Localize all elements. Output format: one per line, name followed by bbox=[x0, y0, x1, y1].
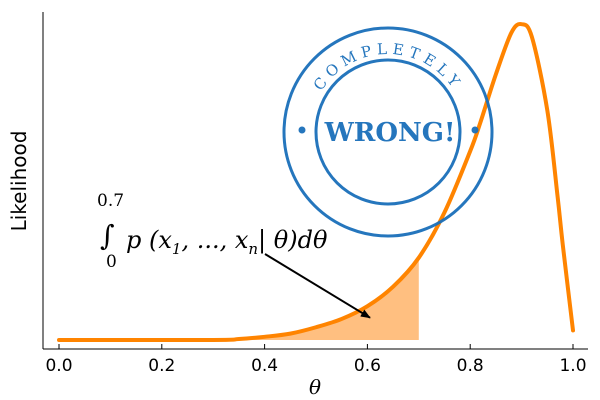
x-tick-label: 0.2 bbox=[148, 356, 175, 376]
integral-annotation: 0.7 ∫ 0 p (x1, ..., xn| θ)dθ bbox=[97, 191, 328, 272]
x-axis-label: θ bbox=[309, 375, 321, 399]
x-tick-label: 0.8 bbox=[457, 356, 484, 376]
x-tick-label: 0.0 bbox=[45, 356, 72, 376]
integral-upper-limit: 0.7 bbox=[97, 191, 124, 211]
x-axis-ticks: 0.0 0.2 0.4 0.6 0.8 1.0 bbox=[45, 344, 587, 376]
annotation-arrow bbox=[264, 253, 371, 319]
stamp-inner-ring bbox=[314, 58, 462, 206]
integrand-tail: | θ)dθ bbox=[258, 226, 328, 255]
integral-expression: p (x1, ..., xn| θ)dθ bbox=[126, 226, 328, 258]
stamp-outer-ring bbox=[282, 26, 494, 238]
subscript-first: 1 bbox=[172, 240, 182, 258]
integrand-middle: , ..., x bbox=[181, 226, 248, 254]
stamp-center-text: WRONG! bbox=[324, 118, 456, 148]
integral-lower-limit: 0 bbox=[106, 252, 117, 272]
stamp-right-dot bbox=[471, 126, 479, 134]
integral-sign: ∫ bbox=[100, 219, 115, 252]
likelihood-curve bbox=[57, 22, 575, 343]
stamp-left-dot bbox=[298, 126, 306, 134]
subscript-last: n bbox=[248, 240, 258, 258]
completely-wrong-stamp: COMPLETELY WRONG! bbox=[282, 26, 494, 238]
x-tick-label: 0.6 bbox=[354, 356, 381, 376]
integrand-start: p (x bbox=[126, 226, 172, 254]
x-tick-label: 0.4 bbox=[251, 356, 278, 376]
y-axis-label: Likelihood bbox=[7, 131, 31, 232]
integral-shaded-area bbox=[59, 257, 419, 341]
x-tick-label: 1.0 bbox=[559, 356, 586, 376]
